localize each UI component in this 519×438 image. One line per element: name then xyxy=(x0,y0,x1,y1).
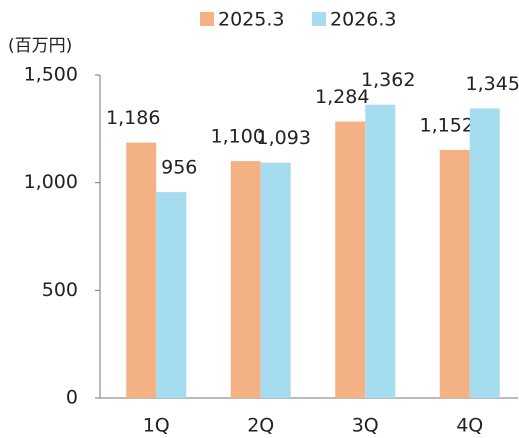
value-label: 1,093 xyxy=(257,127,311,149)
legend-label: 2025.3 xyxy=(218,9,284,31)
value-label: 1,152 xyxy=(420,114,474,136)
bar xyxy=(469,108,500,399)
bar xyxy=(335,121,366,399)
y-tick-label: 500 xyxy=(42,279,78,301)
value-label: 956 xyxy=(161,157,197,179)
value-label: 1,345 xyxy=(466,73,519,95)
y-tick-label: 1,000 xyxy=(24,171,78,193)
unit-label: (百万円) xyxy=(8,36,72,56)
y-tick-label: 1,500 xyxy=(24,64,78,86)
bar xyxy=(439,149,470,398)
bar xyxy=(156,192,187,398)
x-tick-label: 1Q xyxy=(143,415,170,437)
value-label: 1,284 xyxy=(315,86,369,108)
bar xyxy=(230,161,261,398)
x-tick-label: 4Q xyxy=(456,415,483,437)
legend-swatch xyxy=(200,12,214,26)
bar xyxy=(260,162,291,398)
legend-label: 2026.3 xyxy=(330,9,396,31)
x-tick-label: 2Q xyxy=(247,415,274,437)
bar xyxy=(126,142,157,398)
y-tick-label: 0 xyxy=(66,387,78,409)
bar xyxy=(365,104,396,398)
legend-swatch xyxy=(312,12,326,26)
value-label: 1,186 xyxy=(106,107,160,129)
x-tick-label: 3Q xyxy=(352,415,379,437)
value-label: 1,362 xyxy=(361,69,415,91)
value-label: 1,100 xyxy=(211,126,265,148)
